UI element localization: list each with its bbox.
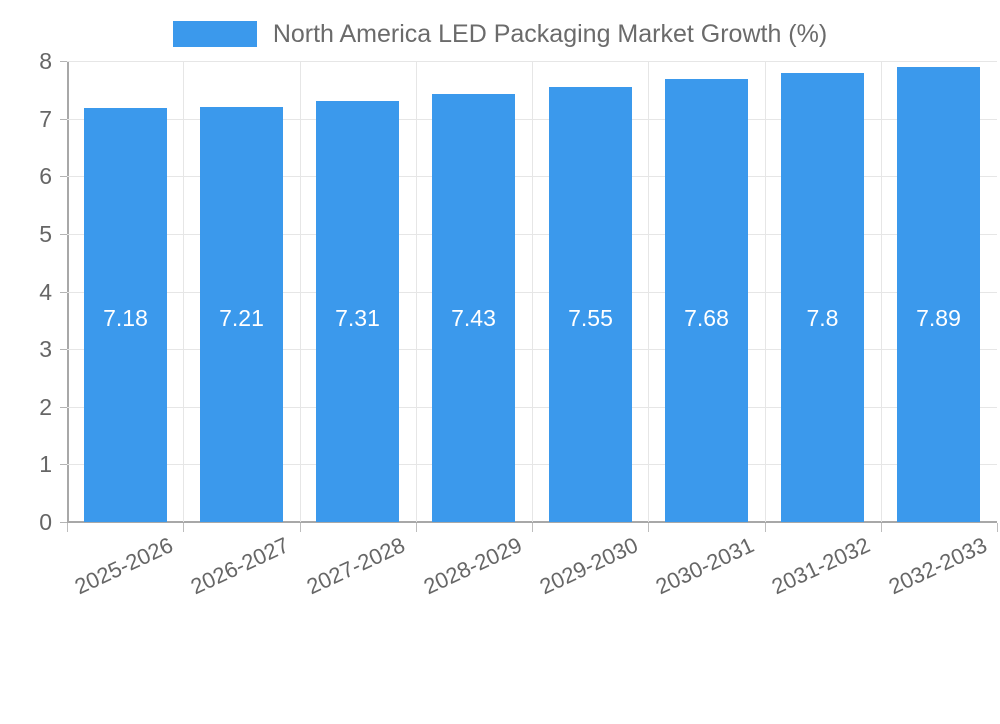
y-axis-tick-label: 5: [39, 220, 52, 247]
gridline-vertical: [183, 61, 184, 522]
y-axis-tick-label: 0: [39, 509, 52, 535]
y-axis-tick-label: 1: [39, 451, 52, 478]
y-axis-tick-label: 4: [39, 278, 52, 305]
bar-value-label: 7.8: [806, 305, 839, 331]
x-axis-tick-mark: [67, 523, 68, 532]
bar-value-label: 7.89: [916, 305, 961, 331]
x-axis-tick-mark: [765, 523, 766, 532]
x-axis-tick-mark: [416, 523, 417, 532]
y-axis-tick-mark: [60, 349, 67, 351]
bar[interactable]: [665, 79, 748, 522]
y-axis-tick-label: 3: [39, 336, 52, 363]
x-axis-tick-mark: [881, 523, 882, 532]
gridline-vertical: [416, 61, 417, 522]
legend-series-label: North America LED Packaging Market Growt…: [272, 19, 828, 48]
gridline-vertical: [881, 61, 882, 522]
y-axis-tick-mark: [60, 291, 67, 293]
gridline-vertical: [300, 61, 301, 522]
y-axis-tick-label: 8: [39, 48, 52, 74]
x-axis-tick-mark: [532, 523, 533, 532]
x-axis-tick-mark: [300, 523, 301, 532]
y-axis-tick-mark: [60, 176, 67, 178]
bar-chart: North America LED Packaging Market Growt…: [0, 14, 1000, 600]
y-axis-tick-label: 7: [39, 105, 52, 132]
bar[interactable]: [781, 72, 864, 522]
chart-legend[interactable]: North America LED Packaging Market Growt…: [0, 14, 1000, 54]
bar[interactable]: [549, 86, 632, 522]
y-axis-tick-label: 2: [39, 393, 52, 420]
bar[interactable]: [200, 106, 283, 522]
gridline-vertical: [532, 61, 533, 522]
x-axis-tick-mark: [997, 523, 998, 532]
x-axis-tick-mark: [648, 523, 649, 532]
gridline-vertical: [765, 61, 766, 522]
legend-color-swatch[interactable]: [172, 21, 257, 47]
gridline-vertical: [648, 61, 649, 522]
bar-value-label: 7.55: [568, 305, 613, 331]
y-axis-tick-mark: [60, 406, 67, 408]
y-axis-tick-mark: [60, 464, 67, 466]
y-axis-tick-mark: [60, 61, 67, 62]
bar-value-label: 7.18: [103, 305, 148, 331]
y-axis-tick-mark: [60, 118, 67, 120]
plot-area: 7.18 7.21 7.31 7.43 7.55 7.68 7.8 7.89: [67, 61, 997, 522]
bar[interactable]: [897, 67, 980, 522]
bar-value-label: 7.68: [684, 305, 729, 331]
bar-value-label: 7.31: [335, 305, 380, 331]
y-axis-tick-mark: [60, 233, 67, 235]
y-axis-tick-mark: [60, 522, 67, 523]
bar[interactable]: [316, 100, 399, 522]
bar-value-label: 7.43: [451, 305, 496, 331]
x-axis-tick-mark: [183, 523, 184, 532]
bar[interactable]: [84, 108, 167, 522]
x-axis-line: [67, 521, 997, 523]
y-axis-tick-label: 6: [39, 163, 52, 190]
bar[interactable]: [432, 93, 515, 522]
bar-value-label: 7.21: [219, 305, 264, 331]
